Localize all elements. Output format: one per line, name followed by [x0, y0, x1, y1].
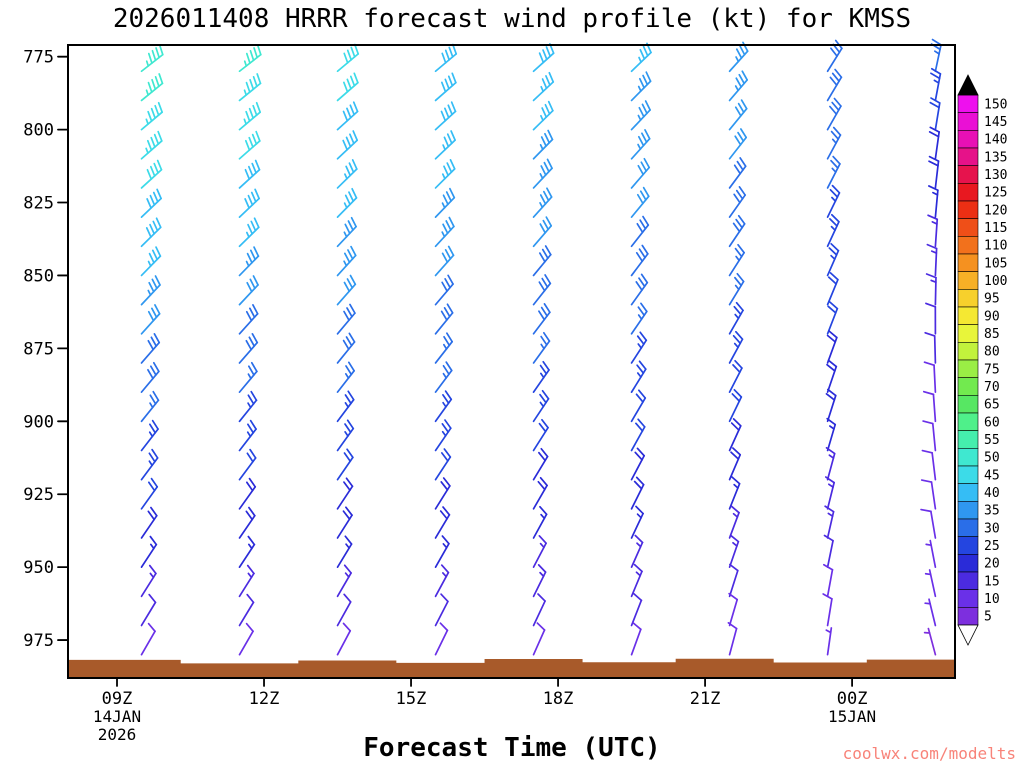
svg-text:110: 110 — [984, 239, 1007, 254]
svg-text:21Z: 21Z — [690, 689, 721, 709]
svg-text:10: 10 — [984, 592, 1000, 607]
svg-text:875: 875 — [23, 339, 54, 359]
svg-text:925: 925 — [23, 485, 54, 505]
svg-text:20: 20 — [984, 557, 1000, 572]
colorbar: 1501451401351301251201151101051009590858… — [957, 74, 1007, 646]
svg-text:14JAN: 14JAN — [93, 707, 141, 726]
terrain-fill — [68, 658, 955, 678]
svg-text:145: 145 — [984, 115, 1007, 130]
svg-text:975: 975 — [23, 631, 54, 651]
svg-text:130: 130 — [984, 168, 1007, 183]
svg-text:5: 5 — [984, 610, 992, 625]
svg-text:75: 75 — [984, 362, 1000, 377]
svg-text:90: 90 — [984, 309, 1000, 324]
wind-barbs — [140, 38, 942, 656]
svg-text:45: 45 — [984, 468, 1000, 483]
svg-text:55: 55 — [984, 433, 1000, 448]
svg-text:140: 140 — [984, 133, 1007, 148]
svg-text:120: 120 — [984, 203, 1007, 218]
svg-text:35: 35 — [984, 504, 1000, 519]
svg-text:15JAN: 15JAN — [828, 707, 876, 726]
svg-text:60: 60 — [984, 415, 1000, 430]
svg-text:900: 900 — [23, 412, 54, 432]
svg-text:09Z: 09Z — [102, 689, 133, 709]
svg-text:30: 30 — [984, 521, 1000, 536]
svg-text:40: 40 — [984, 486, 1000, 501]
svg-text:850: 850 — [23, 266, 54, 286]
svg-text:70: 70 — [984, 380, 1000, 395]
watermark-text: coolwx.com/modelts — [842, 744, 1016, 763]
svg-text:00Z: 00Z — [837, 689, 868, 709]
svg-text:50: 50 — [984, 451, 1000, 466]
svg-text:115: 115 — [984, 221, 1007, 236]
svg-text:95: 95 — [984, 292, 1000, 307]
svg-text:15: 15 — [984, 574, 1000, 589]
chart-title: 2026011408 HRRR forecast wind profile (k… — [112, 4, 912, 34]
svg-text:950: 950 — [23, 558, 54, 578]
svg-text:18Z: 18Z — [543, 689, 574, 709]
svg-text:12Z: 12Z — [249, 689, 280, 709]
svg-text:25: 25 — [984, 539, 1000, 554]
svg-text:80: 80 — [984, 345, 1000, 360]
svg-text:800: 800 — [23, 121, 54, 141]
svg-text:775: 775 — [23, 48, 54, 68]
svg-text:135: 135 — [984, 150, 1007, 165]
svg-text:100: 100 — [984, 274, 1007, 289]
svg-text:2026: 2026 — [98, 725, 137, 744]
svg-text:85: 85 — [984, 327, 1000, 342]
x-axis-title: Forecast Time (UTC) — [363, 733, 661, 763]
svg-text:15Z: 15Z — [396, 689, 427, 709]
axes: 775 800 825 850 875 900 925 950 975 09Z 12Z 15Z 18Z 2… — [23, 44, 956, 744]
svg-text:65: 65 — [984, 398, 1000, 413]
svg-text:105: 105 — [984, 256, 1007, 271]
svg-text:125: 125 — [984, 186, 1007, 201]
svg-text:825: 825 — [23, 194, 54, 214]
svg-text:150: 150 — [984, 97, 1007, 112]
